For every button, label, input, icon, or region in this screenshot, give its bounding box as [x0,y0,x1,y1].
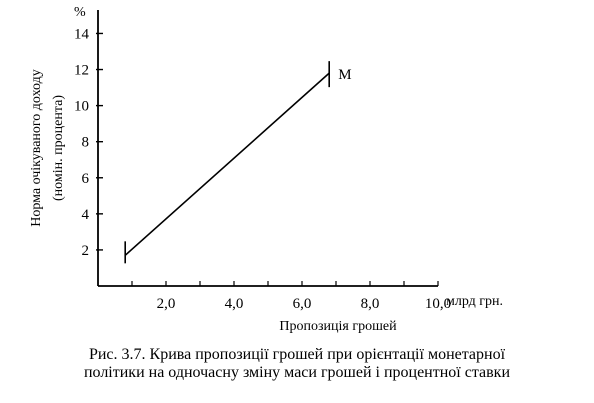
x-tick-label-4: 10,0 [425,296,451,312]
x-tick-label-3: 8,0 [361,296,380,312]
y-tick-label-4: 4 [82,207,90,223]
y-tick-label-8: 8 [82,135,90,151]
x-unit-label: млрд грн. [446,294,503,309]
series-line-0 [124,72,330,256]
axes [97,10,438,287]
y-axis-title: Норма очікуваного доходу (номін. процент… [29,69,66,227]
x-tick-label-1: 4,0 [225,296,244,312]
y-tick-label-14: 14 [74,26,90,42]
caption-line2: політики на одночасну зміну маси грошей … [83,364,511,381]
y-tick-label-12: 12 [74,63,89,79]
y-axis-title-line2: (номін. процента) [51,95,66,201]
caption-line1: Рис. 3.7. Крива пропозиції грошей при ор… [88,346,506,363]
x-axis-title: Пропозиція грошей [279,319,397,334]
ticks: 2 4 6 8 10 12 14 2,0 4,0 6,0 8,0 10,0 [74,26,451,312]
y-tick-label-6: 6 [82,171,90,187]
y-unit-label: % [74,5,86,20]
figure-caption: Рис. 3.7. Крива пропозиції грошей при ор… [0,346,594,382]
y-axis-title-line1: Норма очікуваного доходу [29,69,44,227]
y-tick-label-10: 10 [74,99,89,115]
x-tick-label-0: 2,0 [157,296,176,312]
x-tick-label-2: 6,0 [293,296,312,312]
series-layer: M [124,61,352,264]
series-label: M [338,67,351,83]
y-tick-label-2: 2 [82,243,90,259]
